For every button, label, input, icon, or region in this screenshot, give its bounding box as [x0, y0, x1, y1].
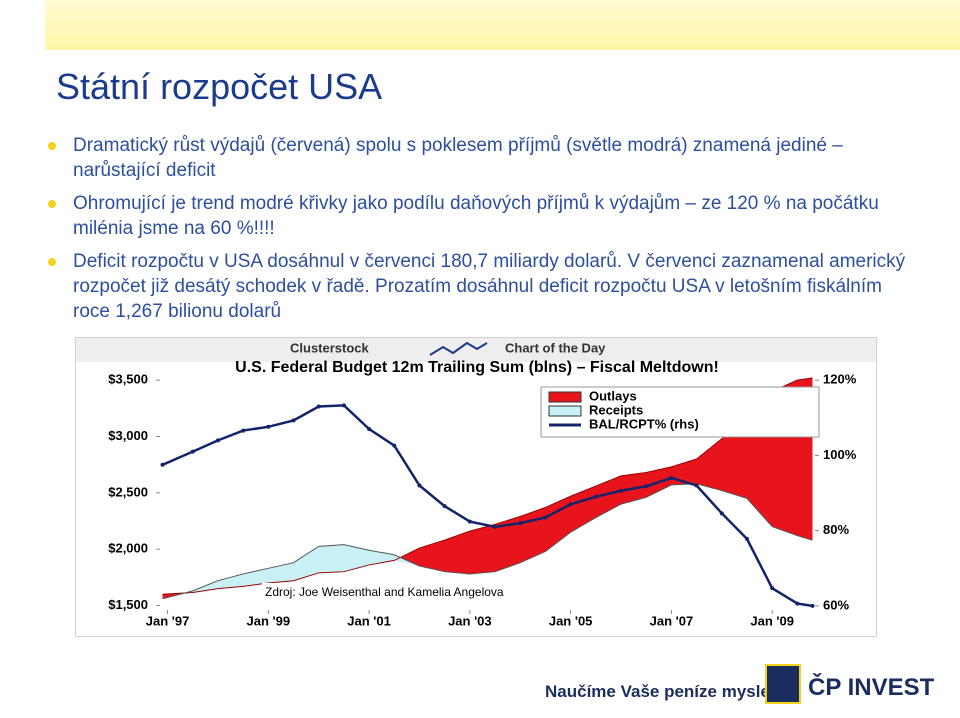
source-box — [262, 583, 528, 601]
top-bar — [45, 0, 960, 50]
x-tick-label: Jan '97 — [146, 613, 190, 628]
ratio-marker — [744, 536, 749, 541]
ratio-marker — [241, 428, 246, 433]
ratio-marker — [770, 586, 775, 591]
legend-swatch — [548, 405, 582, 417]
chart: Clusterstock Chart of the Day U.S. Feder… — [75, 337, 877, 637]
ratio-marker — [160, 462, 165, 467]
slide-title: Státní rozpočet USA — [56, 66, 383, 107]
ratio-marker — [215, 438, 220, 443]
chart-title: U.S. Federal Budget 12m Trailing Sum (bl… — [235, 359, 719, 376]
legend-label: BAL/RCPT% (rhs) — [589, 416, 699, 431]
x-tick-label: Jan '05 — [549, 613, 593, 628]
y-tick-label: $2,500 — [108, 484, 148, 499]
ratio-marker — [367, 427, 372, 432]
bullet-list: Dramatický růst výdajů (červená) spolu s… — [48, 133, 918, 332]
outlays-line — [162, 377, 813, 595]
brand: ČP INVEST — [808, 674, 935, 701]
ratio-marker — [619, 488, 624, 493]
legend-box — [540, 386, 820, 438]
x-tick-label: Jan '09 — [750, 613, 794, 628]
ratio-marker — [543, 515, 548, 520]
legend-swatch — [548, 391, 582, 403]
bullet: Ohromující je trend modré křivky jako po… — [48, 191, 918, 241]
x-tick-label: Jan '01 — [347, 613, 391, 628]
x-tick-label: Jan '03 — [448, 613, 492, 628]
legend-label: Receipts — [589, 402, 643, 417]
ratio-marker — [644, 484, 649, 489]
y2-tick-label: 100% — [823, 447, 857, 462]
ratio-marker — [266, 424, 271, 429]
y-tick-label: $2,000 — [108, 541, 148, 556]
legend-label: Outlays — [589, 388, 637, 403]
area-mask — [162, 483, 813, 610]
header-icon — [429, 341, 488, 356]
ratio-marker — [669, 475, 674, 480]
ratio-marker — [795, 601, 800, 606]
ratio-marker — [291, 418, 296, 423]
receipts-line — [162, 483, 813, 600]
ratio-marker — [593, 494, 598, 499]
ratio-marker — [417, 483, 422, 488]
ratio-marker — [518, 521, 523, 526]
ratio-marker — [392, 443, 397, 448]
y2-tick-label: 120% — [823, 372, 857, 387]
source: Zdroj: Joe Weisenthal and Kamelia Angelo… — [265, 585, 504, 599]
chart-header — [76, 338, 876, 362]
y2-tick-label: 60% — [823, 597, 849, 612]
ratio-marker — [316, 404, 321, 409]
bullet: Dramatický růst výdajů (červená) spolu s… — [48, 133, 918, 183]
ratio-marker — [493, 524, 498, 529]
header-left: Clusterstock — [290, 340, 370, 355]
ratio-marker — [810, 603, 815, 608]
ratio-marker — [568, 502, 573, 507]
y-tick-label: $3,500 — [108, 372, 148, 387]
y2-tick-label: 80% — [823, 522, 849, 537]
ratio-marker — [341, 403, 346, 408]
bullet: Deficit rozpočtu v USA dosáhnul v červen… — [48, 249, 918, 324]
y-tick-label: $1,500 — [108, 597, 148, 612]
ratio-marker — [442, 504, 447, 509]
logo — [765, 664, 801, 704]
ratio-marker — [190, 449, 195, 454]
ratio-marker — [467, 519, 472, 524]
ratio-marker — [694, 483, 699, 488]
y-tick-label: $3,000 — [108, 428, 148, 443]
x-tick-label: Jan '07 — [650, 613, 694, 628]
x-tick-label: Jan '99 — [247, 613, 291, 628]
slogan: Naučíme Vaše peníze myslet — [545, 682, 776, 701]
header-right: Chart of the Day — [505, 340, 606, 355]
ratio-marker — [719, 511, 724, 516]
